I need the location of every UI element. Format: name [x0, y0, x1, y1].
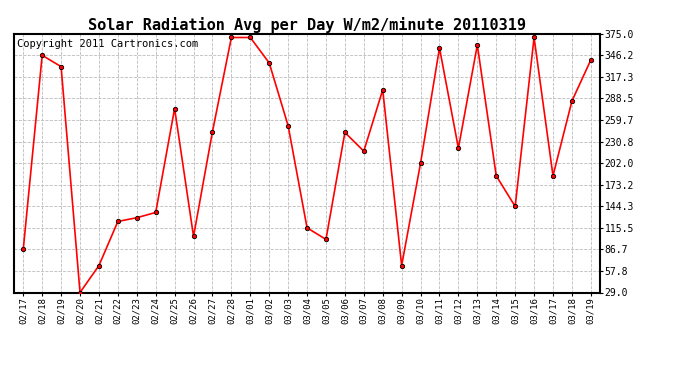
- Point: [566, 98, 578, 104]
- Point: [226, 34, 237, 40]
- Point: [264, 60, 275, 66]
- Point: [585, 57, 596, 63]
- Point: [131, 215, 142, 221]
- Point: [37, 52, 48, 58]
- Point: [112, 219, 124, 225]
- Point: [18, 246, 29, 252]
- Point: [188, 233, 199, 239]
- Point: [547, 173, 558, 179]
- Point: [320, 236, 331, 242]
- Text: Copyright 2011 Cartronics.com: Copyright 2011 Cartronics.com: [17, 39, 198, 49]
- Point: [75, 290, 86, 296]
- Point: [510, 204, 521, 210]
- Point: [377, 87, 388, 93]
- Point: [453, 145, 464, 151]
- Point: [434, 45, 445, 51]
- Point: [56, 64, 67, 70]
- Title: Solar Radiation Avg per Day W/m2/minute 20110319: Solar Radiation Avg per Day W/m2/minute …: [88, 16, 526, 33]
- Point: [245, 34, 256, 40]
- Point: [150, 210, 161, 216]
- Point: [396, 262, 407, 268]
- Point: [93, 262, 104, 268]
- Point: [472, 42, 483, 48]
- Point: [339, 129, 351, 135]
- Point: [302, 225, 313, 231]
- Point: [207, 129, 218, 135]
- Point: [169, 105, 180, 111]
- Point: [415, 160, 426, 166]
- Point: [491, 173, 502, 179]
- Point: [529, 34, 540, 40]
- Point: [283, 123, 294, 129]
- Point: [358, 148, 369, 154]
